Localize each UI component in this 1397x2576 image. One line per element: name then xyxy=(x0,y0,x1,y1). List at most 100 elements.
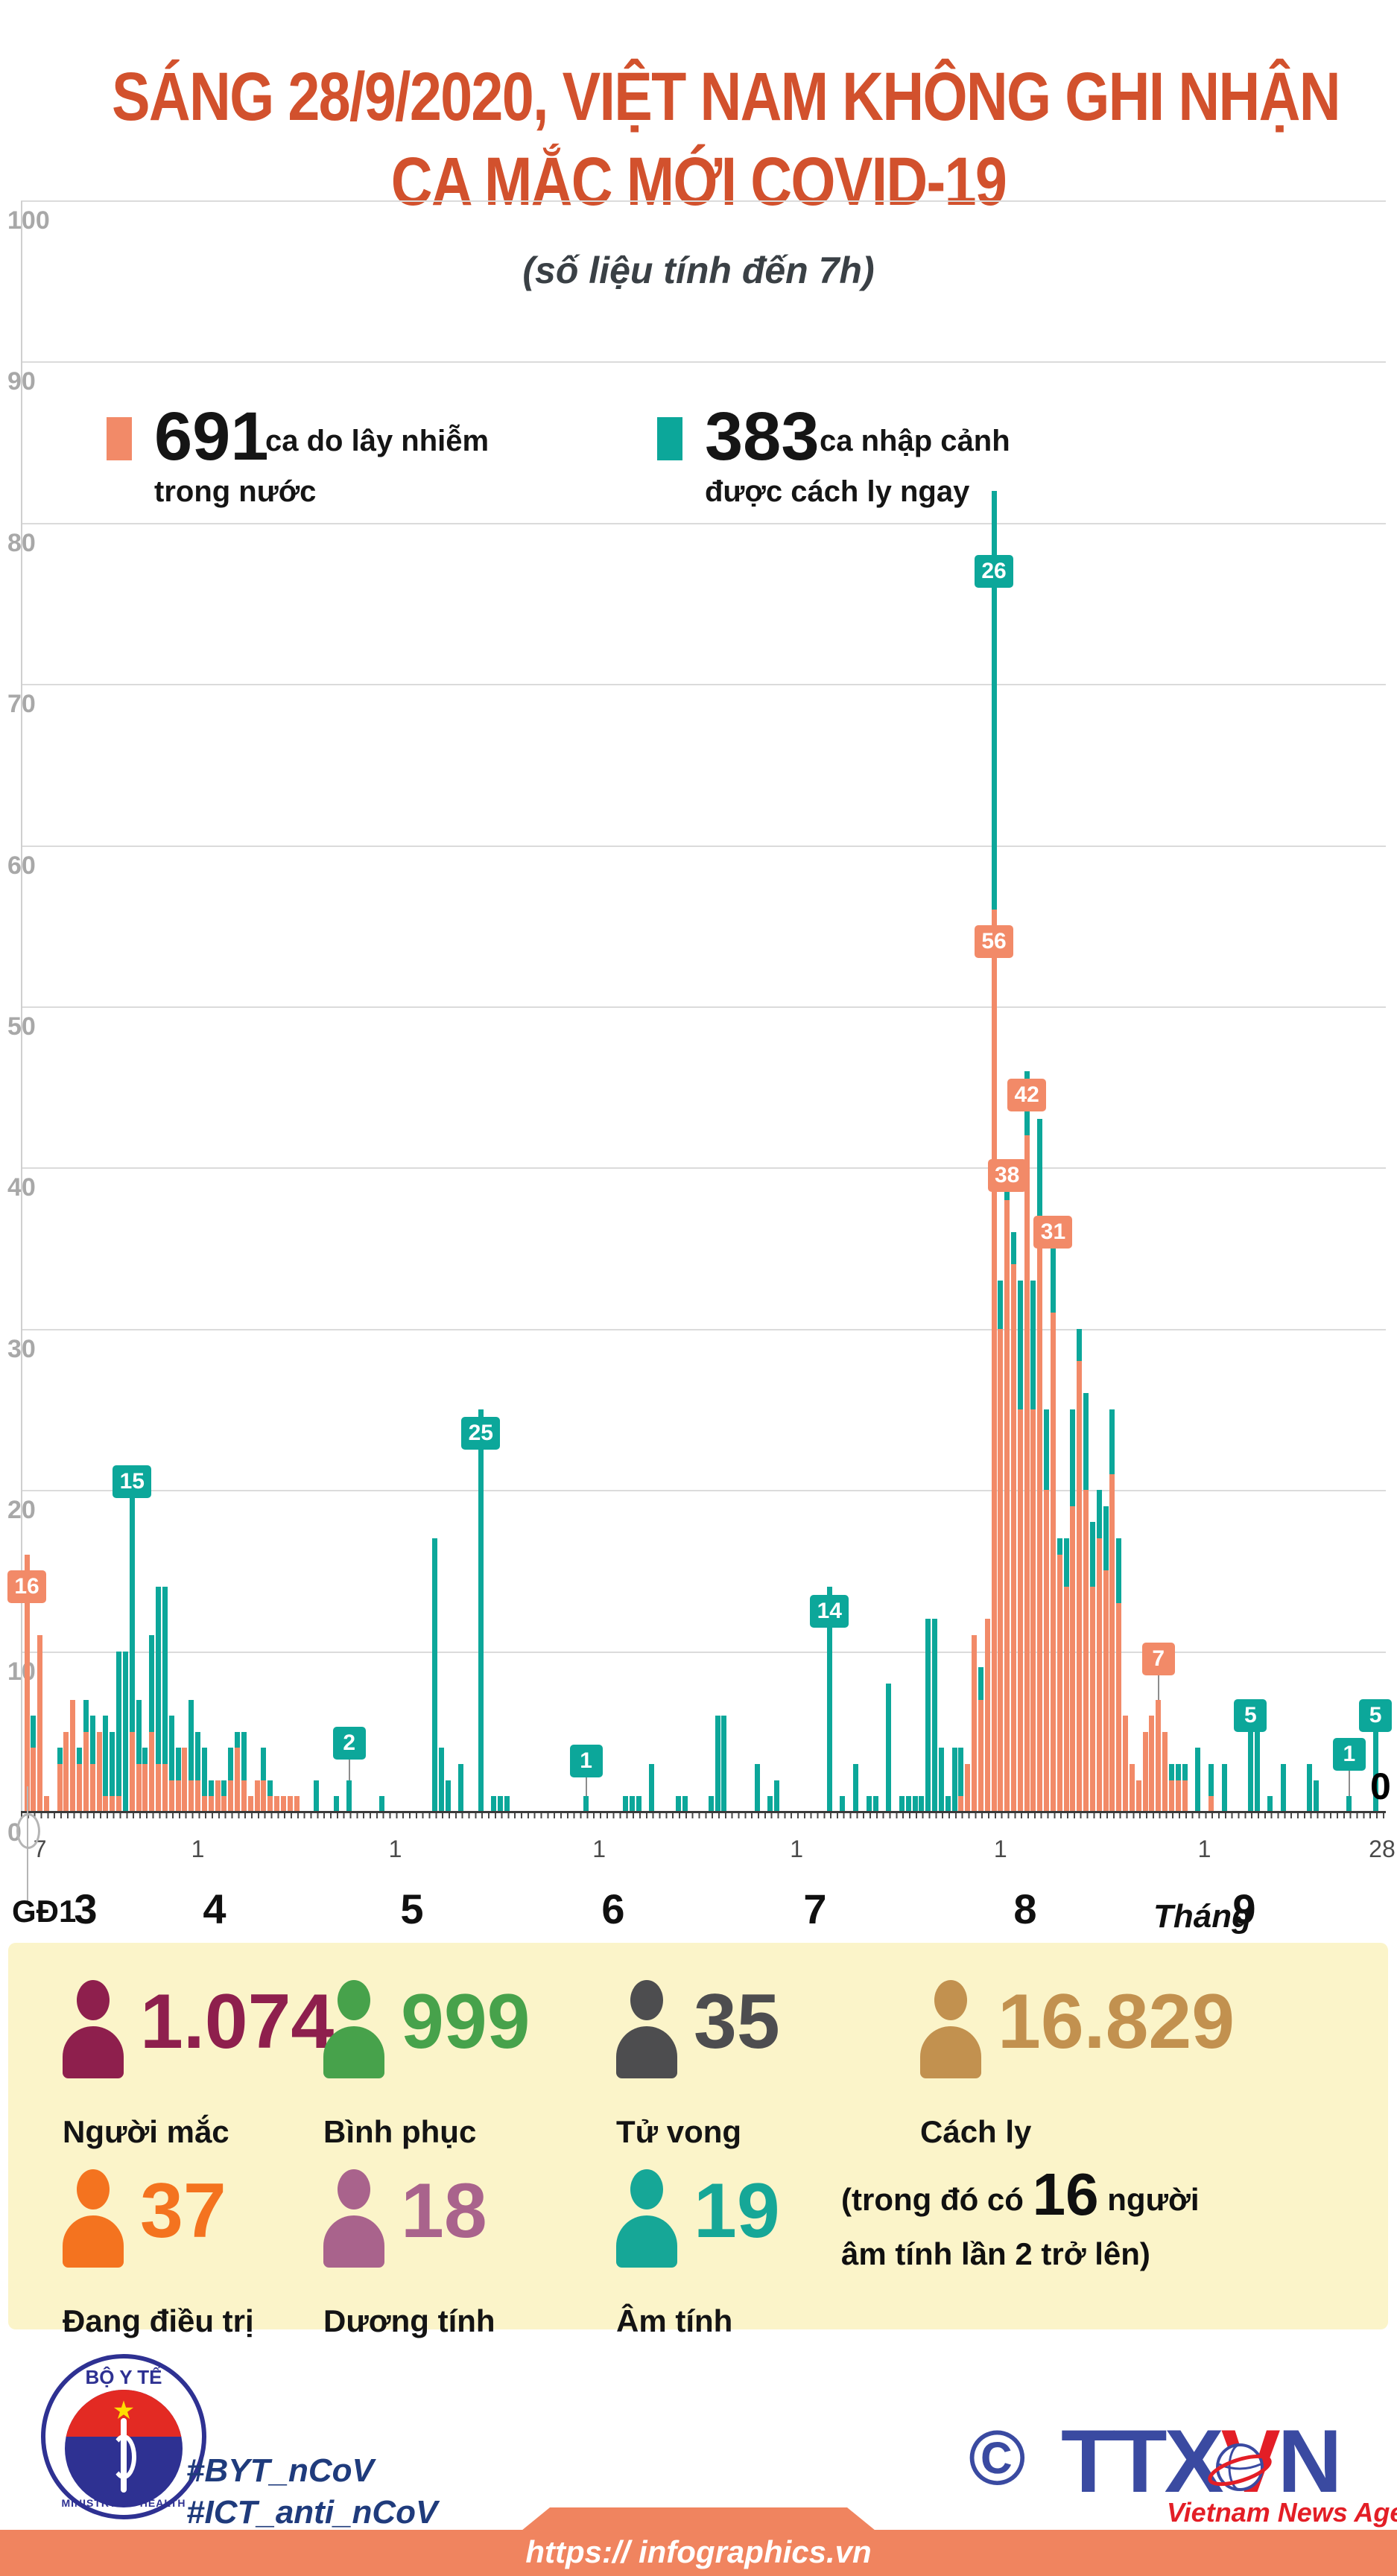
bar-domestic xyxy=(241,1780,247,1812)
bar-domestic xyxy=(1057,1554,1062,1812)
bar-imported xyxy=(1083,1393,1089,1491)
bar-domestic xyxy=(182,1748,188,1812)
bar-imported xyxy=(708,1796,714,1812)
data-label-chip: 5 xyxy=(1234,1699,1267,1733)
bar-imported xyxy=(623,1796,629,1812)
stat-negative: 19 Âm tính xyxy=(616,2165,929,2338)
bar-domestic xyxy=(1109,1473,1115,1812)
bar-domestic xyxy=(984,1619,990,1812)
bar-imported xyxy=(872,1796,878,1812)
bar-imported xyxy=(156,1587,162,1765)
bar-domestic xyxy=(156,1764,162,1812)
bar-imported xyxy=(919,1796,925,1812)
gridline xyxy=(21,200,1386,202)
bar-imported xyxy=(958,1748,964,1797)
bar-domestic xyxy=(1149,1716,1155,1812)
bar-imported xyxy=(201,1748,207,1797)
label-stem xyxy=(1348,1754,1350,1797)
bar-imported xyxy=(458,1764,464,1812)
person-icon xyxy=(323,2169,384,2268)
stat-label: Âm tính xyxy=(616,2303,733,2338)
x-axis-tick-label: 1 xyxy=(592,1836,606,1862)
phase1-label: GĐ1 xyxy=(12,1894,77,1929)
bar-domestic xyxy=(294,1796,300,1812)
bar-imported xyxy=(1307,1764,1313,1812)
bar-domestic xyxy=(1168,1780,1174,1812)
bar-imported xyxy=(491,1796,497,1812)
bar-imported xyxy=(774,1780,780,1812)
globe-icon xyxy=(1208,2443,1272,2491)
bar-imported xyxy=(1096,1490,1102,1539)
bar-domestic xyxy=(83,1731,89,1812)
x-axis-tick-label: 28 xyxy=(1369,1836,1396,1862)
bar-imported xyxy=(208,1780,214,1797)
bar-imported xyxy=(1050,1248,1056,1313)
bar-domestic xyxy=(991,910,997,1812)
data-label-chip: 1 xyxy=(1332,1738,1366,1771)
bar-domestic xyxy=(195,1780,201,1812)
hashtag-ict: #ICT_anti_nCoV xyxy=(186,2494,438,2531)
footer-tab xyxy=(522,2507,875,2531)
x-axis-tick-label: 1 xyxy=(790,1836,804,1862)
bar-imported xyxy=(840,1796,846,1812)
data-label-chip: 15 xyxy=(113,1465,152,1499)
gridline xyxy=(21,1328,1386,1330)
bar-imported xyxy=(83,1699,89,1732)
bar-imported xyxy=(189,1699,194,1780)
stat-label: Người mắc xyxy=(63,2114,229,2149)
y-axis-tick-label: 100 xyxy=(7,206,50,235)
legend-text-domestic-2: trong nước xyxy=(154,475,317,508)
legend-value-imported: 383 xyxy=(705,399,820,475)
bar-imported xyxy=(945,1796,951,1812)
bar-domestic xyxy=(31,1748,37,1812)
note-line2: âm tính lần 2 trở lên) xyxy=(841,2236,1150,2271)
person-icon xyxy=(323,1980,384,2078)
bar-domestic xyxy=(280,1796,286,1812)
stat-label: Bình phục xyxy=(323,2114,477,2149)
bar-imported xyxy=(333,1796,339,1812)
bar-imported xyxy=(267,1780,273,1797)
bar-domestic xyxy=(103,1796,109,1812)
bar-imported xyxy=(110,1731,115,1797)
bar-imported xyxy=(168,1716,174,1780)
stat-positive: 18 Dương tính xyxy=(323,2165,636,2338)
label-stem xyxy=(348,1742,350,1780)
bar-domestic xyxy=(1182,1780,1188,1812)
bar-imported xyxy=(826,1587,832,1812)
agency-name: Vietnam News Agency xyxy=(1167,2497,1397,2528)
bar-domestic xyxy=(965,1764,971,1812)
bar-imported xyxy=(1063,1538,1069,1587)
bar-imported xyxy=(675,1796,681,1812)
legend-value-domestic: 691 xyxy=(154,399,269,475)
bar-domestic xyxy=(1030,1409,1036,1812)
note-prefix: (trong đó có xyxy=(841,2182,1024,2217)
person-icon xyxy=(616,1980,677,2078)
gridline xyxy=(21,522,1386,524)
month-label: 7 xyxy=(803,1885,827,1932)
person-icon xyxy=(616,2169,677,2268)
bar-domestic xyxy=(1077,1361,1083,1812)
bar-domestic xyxy=(89,1764,95,1812)
bar-imported xyxy=(31,1716,37,1748)
bar-domestic xyxy=(267,1796,273,1812)
ministry-of-health-logo: BỘ Y TẾ ★ MINISTRY OF HEALTH xyxy=(41,2354,206,2519)
moh-logo-red-arc: ★ xyxy=(65,2390,183,2437)
gridline xyxy=(21,1167,1386,1170)
snake-icon xyxy=(111,2434,136,2479)
bar-imported xyxy=(754,1764,760,1812)
legend-text-domestic-1: ca do lây nhiễm xyxy=(265,425,490,457)
bar-domestic xyxy=(958,1796,964,1812)
bar-imported xyxy=(938,1748,944,1812)
data-label-chip: 1 xyxy=(569,1744,603,1777)
bar-imported xyxy=(951,1748,957,1812)
infographics-url: https:// infographics.vn xyxy=(525,2534,872,2569)
bar-imported xyxy=(1221,1764,1227,1812)
moh-logo-top-text: BỘ Y TẾ xyxy=(85,2366,162,2388)
bar-domestic xyxy=(998,1328,1004,1812)
bar-imported xyxy=(1195,1748,1201,1812)
bar-imported xyxy=(77,1748,83,1765)
ttxvn-logo: TTXVN xyxy=(1061,2417,1342,2506)
month-label: 9 xyxy=(1232,1885,1256,1932)
stat-value: 35 xyxy=(694,1979,780,2065)
